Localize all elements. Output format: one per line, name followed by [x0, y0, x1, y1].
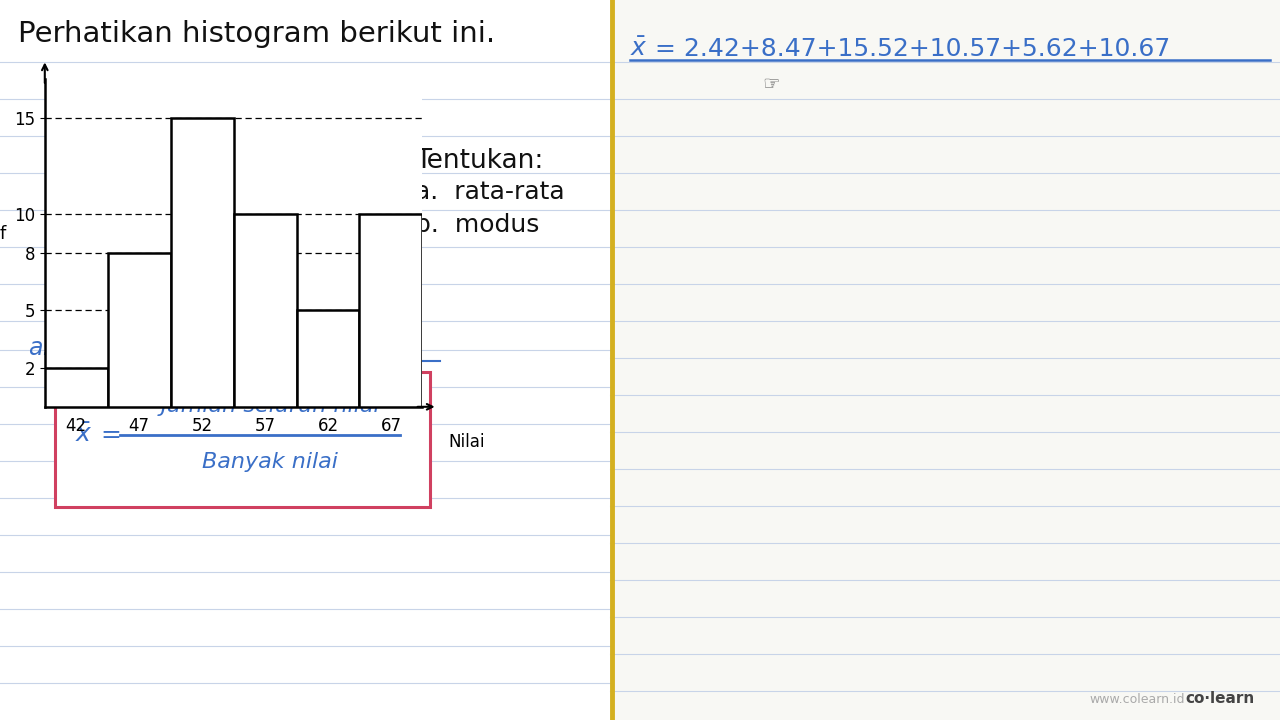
Bar: [108, 253, 170, 407]
Bar: [55, 372, 430, 507]
Text: $\bar{x}$: $\bar{x}$: [630, 37, 648, 61]
Text: ☞: ☞: [762, 75, 780, 94]
Text: a.): a.): [28, 336, 59, 360]
Text: Banyak nilai: Banyak nilai: [202, 452, 338, 472]
Text: Jumlah seluruh nilai: Jumlah seluruh nilai: [160, 397, 380, 416]
Text: co·learn: co·learn: [1185, 691, 1254, 706]
Bar: [297, 310, 360, 407]
Text: www.colearn.id: www.colearn.id: [1089, 693, 1185, 706]
Text: = 2.42+8.47+15.52+10.57+5.62+10.67: = 2.42+8.47+15.52+10.57+5.62+10.67: [655, 37, 1170, 61]
Bar: [233, 214, 297, 407]
Bar: [360, 214, 422, 407]
Text: ): ): [228, 336, 237, 360]
Bar: [45, 368, 108, 407]
Bar: [170, 118, 233, 407]
Text: b.  modus: b. modus: [415, 213, 539, 237]
Text: Tentukan:: Tentukan:: [415, 148, 544, 174]
Text: Perhatikan histogram berikut ini.: Perhatikan histogram berikut ini.: [18, 20, 495, 48]
Text: Nilai: Nilai: [449, 433, 485, 451]
Bar: [611, 0, 1280, 720]
Y-axis label: f: f: [0, 225, 6, 243]
Text: a.  rata-rata: a. rata-rata: [415, 180, 564, 204]
Text: Rata-rata (: Rata-rata (: [68, 336, 196, 360]
Text: $\bar{x}$: $\bar{x}$: [76, 423, 92, 446]
Text: =: =: [100, 423, 120, 446]
Text: $\bar{x}$: $\bar{x}$: [210, 336, 227, 360]
